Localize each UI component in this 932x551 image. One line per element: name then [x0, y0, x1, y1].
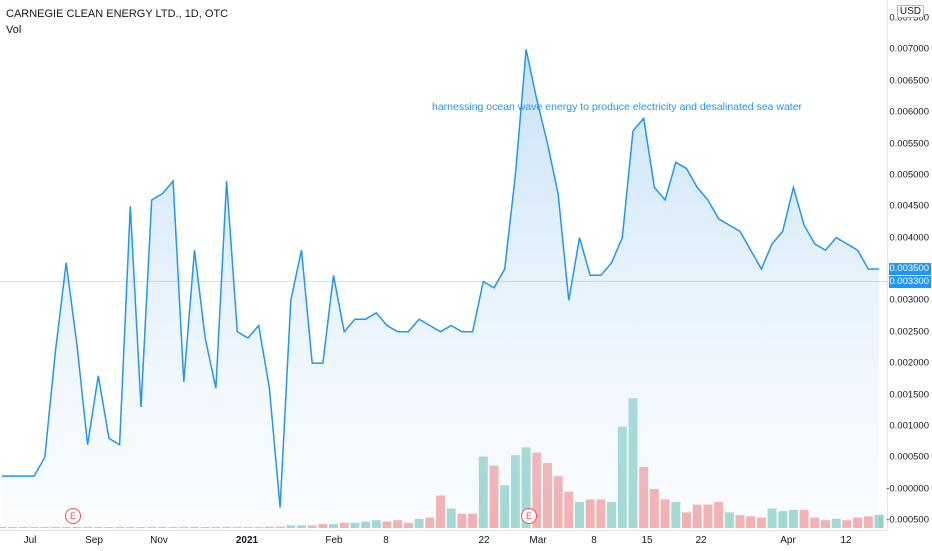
y-tick-label: 0.007000	[889, 43, 929, 55]
x-tick-label: 22	[695, 535, 707, 546]
y-tick-label: 0.006000	[889, 106, 929, 118]
earnings-marker[interactable]: E	[521, 508, 537, 524]
x-tick-label: Apr	[780, 535, 796, 546]
x-tick-label: 2021	[235, 535, 259, 546]
y-tick-label: 0.007500	[889, 12, 929, 24]
y-tick-label: 0.004500	[889, 200, 929, 212]
chart-legend: CARNEGIE CLEAN ENERGY LTD., 1D, OTC Vol	[6, 6, 228, 38]
x-tick-label: 22	[478, 535, 490, 546]
currency-button[interactable]: USD	[896, 5, 924, 18]
y-tick-label: 0.001500	[889, 389, 929, 400]
y-tick-label: -0.000500	[886, 514, 929, 526]
price-line	[2, 49, 879, 508]
y-tick-label: 0.001000	[889, 420, 929, 432]
price-axis[interactable]: 0.007500 0.007000 0.006500 0.006000 0.005500…	[886, 0, 932, 530]
earnings-marker[interactable]: E	[65, 508, 81, 524]
x-tick-label: Feb	[325, 535, 343, 546]
y-tick-label: 0.000500	[889, 451, 929, 463]
x-tick-label: Jul	[23, 535, 37, 546]
x-tick-label: 8	[383, 535, 389, 546]
y-tick-label: 0.003000	[889, 294, 929, 306]
volume-label[interactable]: Vol	[6, 24, 22, 36]
x-tick-label: 15	[641, 535, 653, 546]
x-tick-label: 12	[840, 535, 852, 546]
y-tick-label: 0.004000	[889, 232, 929, 244]
y-tick-label: 0.005000	[889, 169, 929, 181]
chart-annotation: harnessing ocean wave energy to produce …	[432, 101, 803, 113]
time-axis[interactable]: Jul Sep Nov 2021 Feb 8 22 Mar 8 15 22 Apr 12	[0, 530, 887, 551]
symbol-title[interactable]: CARNEGIE CLEAN ENERGY LTD., 1D, OTC	[6, 8, 229, 20]
x-tick-label: Nov	[150, 535, 168, 546]
x-tick-label: Mar	[529, 535, 547, 546]
plot-area[interactable]	[0, 0, 887, 530]
y-tick-label: 0.002500	[889, 326, 929, 338]
y-tick-label: 0.005500	[889, 138, 929, 149]
y-tick-label: 0.006500	[889, 75, 929, 87]
price-tag-prev: 0.003300	[889, 275, 931, 288]
x-tick-label: Sep	[85, 535, 103, 546]
y-tick-label: -0.000000	[886, 483, 929, 495]
x-tick-label: 8	[591, 535, 597, 546]
y-tick-label: 0.002000	[889, 357, 929, 369]
price-tag-last: 0.003500	[889, 263, 931, 275]
price-chart	[0, 49, 887, 529]
price-area	[2, 49, 879, 529]
